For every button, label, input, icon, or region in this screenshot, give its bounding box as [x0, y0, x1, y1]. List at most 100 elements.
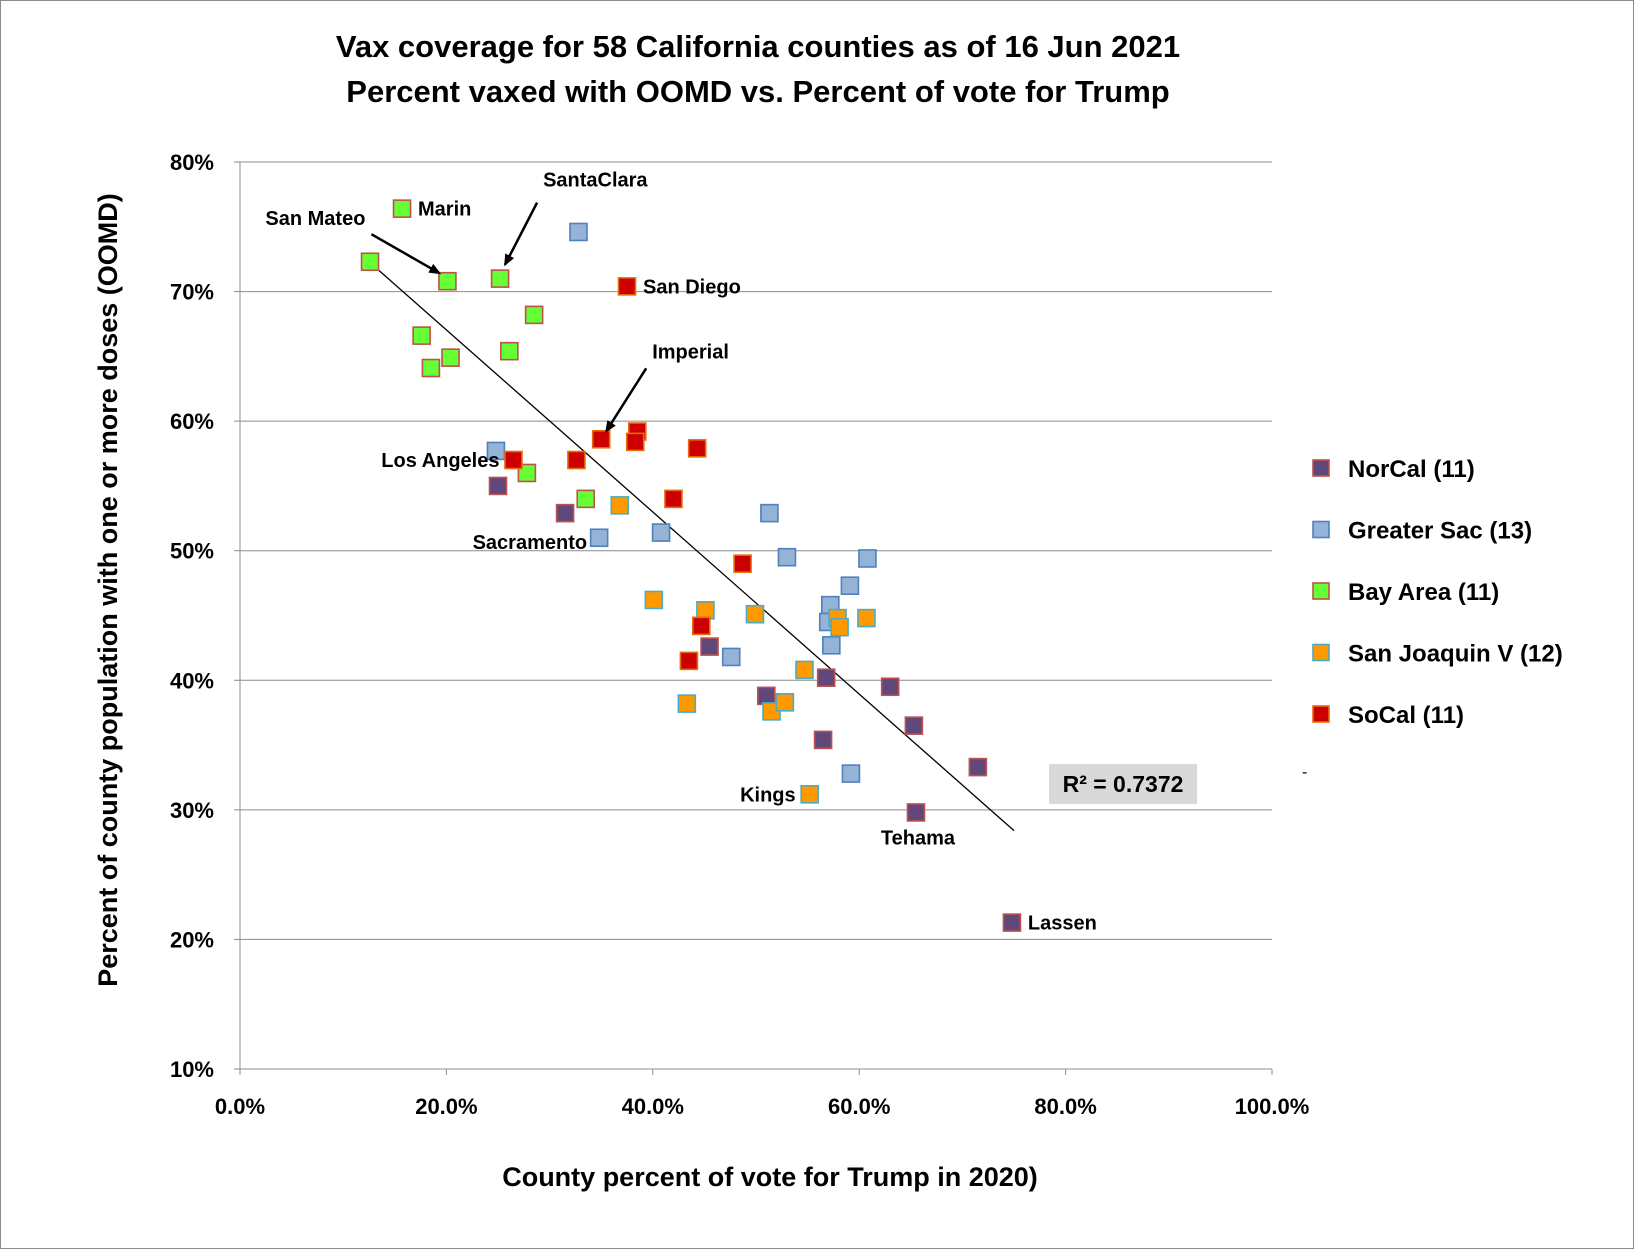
legend-swatch	[1312, 705, 1330, 723]
data-point	[800, 785, 819, 804]
data-point	[696, 601, 715, 620]
r-squared-label: R² = 0.7372	[1063, 771, 1184, 797]
trendline	[371, 263, 1015, 832]
legend-swatch	[1312, 459, 1330, 477]
legend-swatch	[1312, 643, 1330, 662]
legend: NorCal (11) Greater Sac (13) Bay Area (11)…	[1312, 456, 1563, 729]
data-point	[679, 651, 699, 671]
data-point	[1002, 913, 1022, 932]
y-tick-label: 70%	[170, 280, 214, 305]
data-point	[841, 764, 861, 783]
data-point	[687, 439, 707, 458]
legend-label: Greater Sac (13)	[1348, 518, 1532, 545]
y-tick-labels: 10% 20% 30% 40% 50% 60% 70% 80%	[170, 150, 214, 1082]
x-tick-label: 100.0%	[1235, 1094, 1310, 1119]
y-tick-label: 80%	[170, 150, 214, 175]
y-tick-label: 60%	[170, 409, 214, 434]
data-point	[757, 686, 776, 706]
data-point	[610, 496, 630, 515]
annotation-label: Los Angeles	[381, 450, 499, 472]
data-point	[664, 489, 683, 509]
chart-title-line-2: Percent vaxed with OOMD vs. Percent of v…	[346, 74, 1169, 109]
data-point	[775, 693, 795, 712]
data-point	[490, 269, 510, 288]
annotation-label: Lassen	[1028, 913, 1097, 935]
data-point	[880, 677, 900, 697]
data-point	[500, 341, 519, 361]
annotation-label: Kings	[740, 784, 796, 806]
x-tick-label: 40.0%	[622, 1094, 684, 1119]
data-point	[421, 358, 441, 378]
data-point	[576, 489, 596, 509]
annotation-label: Sacramento	[473, 532, 588, 554]
legend-label: NorCal (11)	[1348, 456, 1475, 483]
annotation-label: SantaClara	[543, 170, 648, 192]
annotation-label: San Diego	[643, 276, 741, 298]
y-tick-label: 20%	[170, 927, 214, 952]
data-point	[567, 450, 586, 470]
y-tick-label: 30%	[170, 798, 214, 823]
data-point	[816, 668, 836, 687]
data-point	[651, 523, 671, 542]
data-points	[360, 199, 1022, 932]
data-point	[777, 547, 797, 567]
data-point	[488, 476, 508, 496]
data-point	[589, 528, 609, 548]
x-tick-label: 0.0%	[215, 1094, 265, 1119]
data-point	[733, 554, 752, 573]
x-tick-label: 60.0%	[828, 1094, 890, 1119]
data-point	[569, 222, 588, 242]
y-tick-label: 10%	[170, 1057, 214, 1082]
data-point	[968, 757, 988, 777]
data-point	[822, 636, 841, 655]
x-axis-title: County percent of vote for Trump in 2020…	[502, 1162, 1038, 1192]
legend-swatch	[1312, 520, 1330, 539]
data-point	[441, 348, 460, 367]
gridlines	[234, 161, 1272, 1070]
axes	[239, 162, 1273, 1075]
legend-label: Bay Area (11)	[1348, 579, 1499, 606]
x-tick-labels: 0.0% 20.0% 40.0% 60.0% 80.0% 100.0%	[215, 1094, 1309, 1119]
legend-label: SoCal (11)	[1348, 702, 1464, 729]
y-tick-label: 50%	[170, 539, 214, 564]
legend-swatch	[1312, 582, 1330, 600]
data-point	[617, 277, 637, 296]
data-point	[625, 432, 645, 452]
data-point	[830, 617, 849, 637]
x-tick-label: 20.0%	[415, 1094, 477, 1119]
annotation-label: Tehama	[881, 827, 956, 849]
data-point	[813, 730, 833, 750]
annotation-arrow	[605, 367, 648, 433]
data-point	[904, 716, 924, 735]
annotation-label: San Mateo	[265, 208, 365, 230]
data-point	[858, 549, 877, 568]
y-axis-title: Percent of county population with one or…	[93, 193, 123, 987]
data-point	[392, 199, 412, 218]
data-point	[412, 326, 431, 345]
data-point	[760, 503, 779, 523]
data-point	[721, 647, 741, 667]
data-point	[644, 590, 664, 610]
data-point	[692, 616, 711, 636]
y-tick-label: 40%	[170, 668, 214, 693]
annotation-label: Imperial	[652, 341, 729, 363]
data-point	[700, 637, 719, 656]
data-point	[745, 604, 765, 624]
annotation-arrow	[503, 202, 539, 267]
data-point	[504, 450, 523, 470]
data-point	[360, 252, 380, 272]
chart-title-line-1: Vax coverage for 58 California counties …	[336, 29, 1180, 64]
data-point	[555, 503, 575, 523]
data-point	[840, 576, 860, 595]
data-point	[524, 305, 544, 325]
data-point	[677, 694, 697, 713]
annotations: Marin SantaClara San Mateo San Diego Imperia…	[265, 170, 1096, 935]
data-point	[438, 271, 457, 291]
data-point	[857, 608, 876, 628]
r-squared-box: R² = 0.7372	[1049, 764, 1197, 804]
annotation-arrow	[370, 233, 442, 275]
legend-label: San Joaquin V (12)	[1348, 641, 1563, 668]
data-point	[591, 429, 611, 449]
